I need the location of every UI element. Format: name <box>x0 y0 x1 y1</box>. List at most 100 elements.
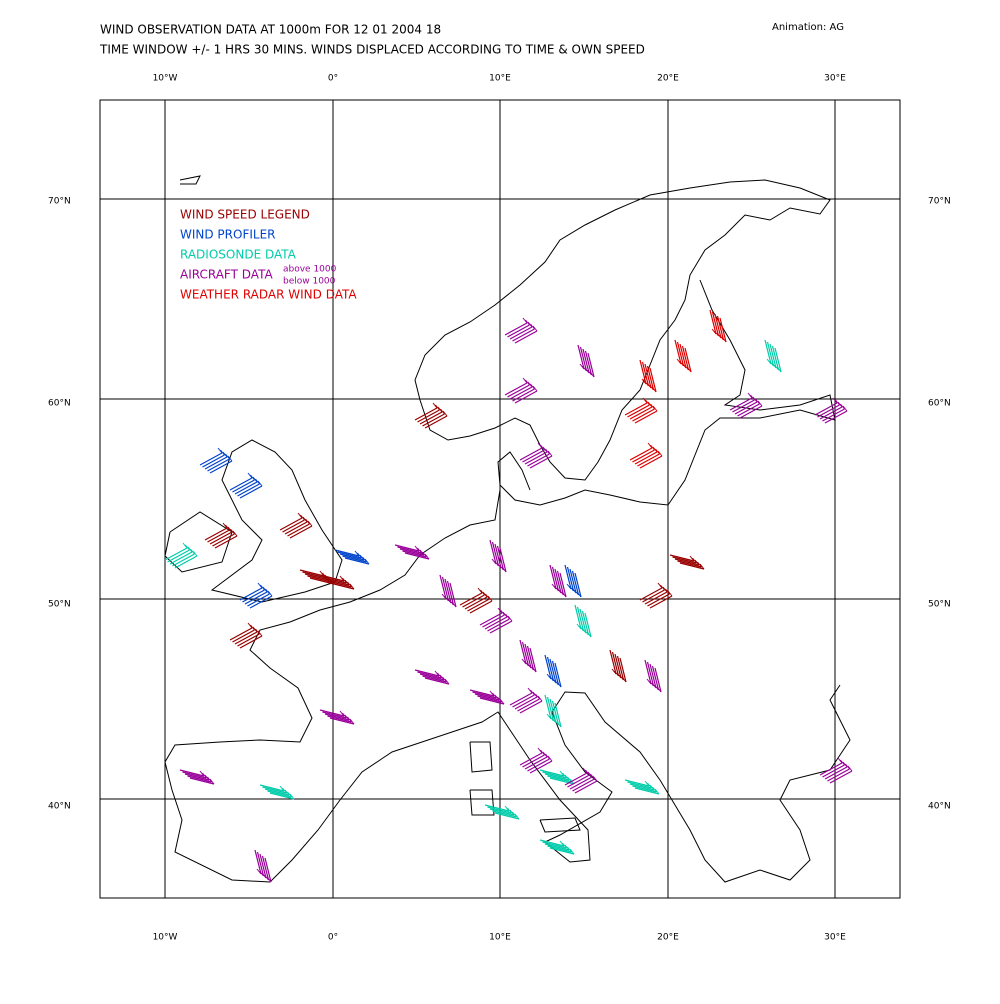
wind-barb-flag <box>437 406 443 413</box>
wind-barb <box>769 343 777 369</box>
wind-barb-flag <box>569 848 575 855</box>
wind-barb <box>764 339 772 365</box>
wind-barb <box>646 661 655 687</box>
wind-barb <box>567 774 590 788</box>
wind-barb <box>647 593 670 607</box>
wind-barb-flag <box>582 365 587 372</box>
wind-barb-flag <box>204 774 210 781</box>
wind-barb-flag <box>222 522 228 529</box>
wind-barb <box>239 587 263 601</box>
wind-barb <box>711 311 720 337</box>
wind-barb-flag <box>654 788 660 795</box>
wind-barb-flag <box>656 686 662 693</box>
wind-barb-flag <box>842 761 848 768</box>
wind-barb-flag <box>349 583 355 590</box>
wind-barb <box>522 449 545 463</box>
wind-barb-flag <box>359 554 365 561</box>
wind-barb-flag <box>256 868 262 875</box>
wind-barb-flag <box>522 377 528 384</box>
wind-barb <box>581 610 590 636</box>
wind-barb-flag <box>586 631 592 638</box>
legend-entry: AIRCRAFT DATA <box>180 268 273 282</box>
wind-barb-flag <box>616 672 622 679</box>
wind-barb-flag <box>439 674 445 681</box>
scandinavia <box>414 179 831 481</box>
wind-barb-flag <box>505 613 510 620</box>
wind-barb-flag <box>527 687 533 694</box>
wind-barb <box>824 766 848 780</box>
wind-barb <box>329 582 355 590</box>
wind-barb <box>234 481 258 495</box>
wind-barb-flag <box>571 587 577 594</box>
wind-barb <box>619 657 627 683</box>
latitude-label: 50°N <box>48 600 71 610</box>
wind-barb-flag <box>480 589 485 596</box>
wind-barb <box>544 694 552 720</box>
wind-barb-flag <box>482 591 488 598</box>
wind-barb <box>574 604 582 630</box>
wind-barb-flag <box>574 589 579 596</box>
wind-barb <box>459 592 483 606</box>
wind-barb <box>559 572 567 598</box>
wind-barb-flag <box>714 330 719 337</box>
wind-barb-flag <box>434 670 440 677</box>
wind-barb <box>669 554 695 562</box>
wind-barb-flag <box>537 442 543 449</box>
wind-barb-flag <box>339 575 345 582</box>
wind-barb <box>544 843 570 851</box>
wind-barb-flag <box>524 660 529 667</box>
wind-barb <box>729 397 753 411</box>
wind-barb <box>491 541 500 567</box>
wind-barb-flag <box>261 872 267 879</box>
wind-barb <box>551 700 560 726</box>
wind-barb <box>546 656 555 682</box>
wind-barb <box>547 775 572 783</box>
wind-barb <box>614 653 622 679</box>
wind-barb <box>644 363 652 389</box>
wind-barb-flag <box>621 676 627 683</box>
wind-barb <box>282 519 305 533</box>
longitude-label: 10°W <box>153 74 178 84</box>
wind-barb-flag <box>347 716 352 723</box>
wind-barb-flag <box>319 570 325 577</box>
wind-barb <box>262 786 287 794</box>
wind-barb <box>574 780 598 794</box>
wind-barb <box>539 839 565 847</box>
wind-barb-flag <box>692 557 697 564</box>
wind-barb <box>554 702 562 728</box>
wind-barb <box>569 776 593 790</box>
wind-barb <box>629 783 655 791</box>
wind-barb-flag <box>584 629 589 636</box>
wind-barb-flag <box>449 599 454 606</box>
wind-barb <box>179 769 205 777</box>
wind-barb <box>539 769 565 777</box>
wind-barb <box>204 456 228 470</box>
wind-barb-flag <box>265 588 270 595</box>
wind-barb <box>499 547 507 573</box>
wind-barb <box>629 406 653 420</box>
wind-barb <box>404 552 430 560</box>
wind-barb-flag <box>222 451 228 458</box>
wind-barb-flag <box>647 401 653 408</box>
wind-barb <box>632 785 657 793</box>
wind-barb <box>569 568 577 594</box>
wind-barb <box>259 784 285 792</box>
wind-barb <box>462 594 485 608</box>
wind-barb <box>169 551 193 565</box>
wind-barb-flag <box>217 447 223 454</box>
wind-barb <box>261 855 270 881</box>
wind-barb-flag <box>532 691 538 698</box>
wind-barb-flag <box>501 566 507 573</box>
wind-barb-flag <box>556 681 562 688</box>
wind-barb <box>324 713 350 721</box>
wind-barb <box>484 804 510 812</box>
wind-barb <box>489 620 513 634</box>
wind-barb-flag <box>507 807 512 814</box>
wind-barb-flag <box>559 589 564 596</box>
wind-barb <box>207 529 230 543</box>
wind-barb <box>554 662 562 688</box>
wind-barb-flag <box>832 397 838 404</box>
wind-barb-flag <box>551 677 557 684</box>
wind-barb-flag <box>646 382 652 389</box>
islands <box>469 741 493 773</box>
